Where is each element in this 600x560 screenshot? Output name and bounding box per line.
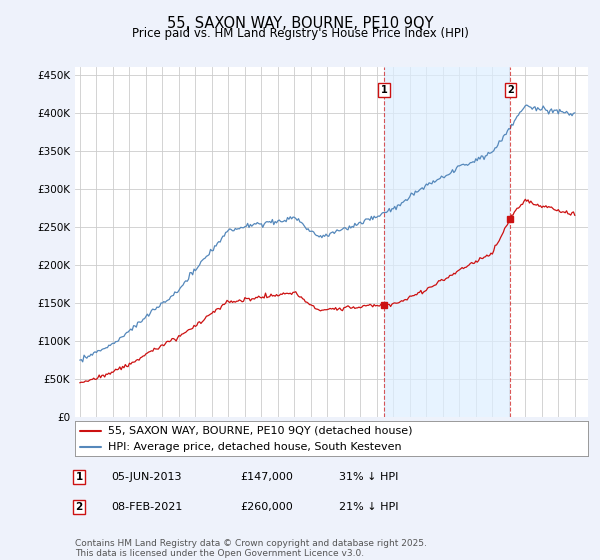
Text: 1: 1 — [76, 472, 83, 482]
Text: 05-JUN-2013: 05-JUN-2013 — [111, 472, 182, 482]
Text: 2: 2 — [76, 502, 83, 512]
Text: Price paid vs. HM Land Registry's House Price Index (HPI): Price paid vs. HM Land Registry's House … — [131, 27, 469, 40]
Text: £260,000: £260,000 — [240, 502, 293, 512]
Text: 2: 2 — [507, 85, 514, 95]
Text: 21% ↓ HPI: 21% ↓ HPI — [339, 502, 398, 512]
Text: 55, SAXON WAY, BOURNE, PE10 9QY (detached house): 55, SAXON WAY, BOURNE, PE10 9QY (detache… — [109, 426, 413, 436]
Text: 31% ↓ HPI: 31% ↓ HPI — [339, 472, 398, 482]
Text: 08-FEB-2021: 08-FEB-2021 — [111, 502, 182, 512]
Text: £147,000: £147,000 — [240, 472, 293, 482]
Text: 55, SAXON WAY, BOURNE, PE10 9QY: 55, SAXON WAY, BOURNE, PE10 9QY — [167, 16, 433, 31]
Text: 1: 1 — [380, 85, 388, 95]
Text: HPI: Average price, detached house, South Kesteven: HPI: Average price, detached house, Sout… — [109, 442, 402, 452]
Bar — [384, 67, 511, 417]
Text: Contains HM Land Registry data © Crown copyright and database right 2025.
This d: Contains HM Land Registry data © Crown c… — [75, 539, 427, 558]
